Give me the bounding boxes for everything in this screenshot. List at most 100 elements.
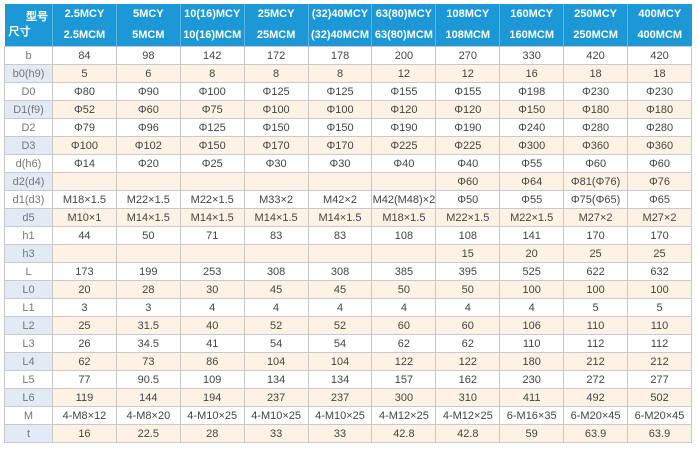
table-cell: [179, 172, 245, 191]
table-cell: 28: [179, 424, 245, 443]
table-cell: Φ150: [307, 118, 373, 137]
table-cell: 90.5: [115, 370, 181, 389]
table-cell: [52, 244, 117, 263]
table-cell: 237: [307, 388, 373, 407]
table-cell: 45: [243, 280, 309, 299]
table-cell: [243, 172, 309, 191]
table-cell: Φ40: [371, 154, 437, 173]
table-cell: 34.5: [115, 334, 181, 353]
table-cell: Φ100: [243, 100, 309, 119]
table-cell: Φ180: [627, 100, 692, 119]
table-cell: Φ55: [499, 190, 565, 209]
table-cell: 109: [179, 370, 245, 389]
table-cell: 83: [243, 226, 309, 245]
header-model-mcm: 5MCM: [115, 25, 181, 47]
table-cell: 62: [52, 352, 117, 371]
table-cell: 100: [627, 280, 692, 299]
table-cell: 4-M12×25: [371, 406, 437, 425]
table-row: d2(d4) Φ60 Φ64 Φ81(Φ76) Φ76: [4, 172, 692, 191]
table-cell: 52: [243, 316, 309, 335]
table-cell: Φ170: [307, 136, 373, 155]
table-cell: Φ180: [563, 100, 629, 119]
row-label: d1(d3): [4, 190, 53, 209]
table-cell: 4: [243, 298, 309, 317]
table-cell: 42.8: [435, 424, 501, 443]
table-cell: 200: [371, 46, 437, 65]
table-cell: 12: [371, 64, 437, 83]
row-label: L3: [4, 334, 53, 353]
row-label: d5: [4, 208, 53, 227]
table-row: D2 Φ79 Φ96 Φ125 Φ150 Φ150 Φ190 Φ190 Φ240 Φ280 Φ280: [4, 118, 692, 137]
table-cell: 6: [115, 64, 181, 83]
table-row: b0(h9) 5 6 8 8 8 12 12 16 18 18: [4, 64, 692, 83]
table-cell: 178: [307, 46, 373, 65]
row-label: L5: [4, 370, 53, 389]
header-model-mcm: 2.5MCM: [52, 25, 117, 47]
row-label: d2(d4): [4, 172, 53, 191]
row-label: L: [4, 262, 53, 281]
table-cell: Φ125: [243, 82, 309, 101]
header-model-mcm: 10(16)MCM: [179, 25, 245, 47]
table-cell: 4-M10×25: [307, 406, 373, 425]
table-cell: Φ240: [499, 118, 565, 137]
table-cell: 28: [115, 280, 181, 299]
table-cell: M27×2: [627, 208, 692, 227]
table-cell: 25: [563, 244, 629, 263]
row-label: b0(h9): [4, 64, 53, 83]
table-cell: [179, 244, 245, 263]
table-cell: 16: [52, 424, 117, 443]
table-cell: 52: [307, 316, 373, 335]
table-cell: [307, 244, 373, 263]
table-cell: 308: [307, 262, 373, 281]
table-cell: Φ190: [435, 118, 501, 137]
header-model-mcm: (32)40MCM: [307, 25, 372, 47]
row-label: L1: [4, 298, 53, 317]
table-cell: 50: [371, 280, 437, 299]
table-cell: 62: [435, 334, 501, 353]
corner-size-label: 尺寸: [8, 26, 31, 38]
table-cell: 112: [563, 334, 629, 353]
header-model-mcm: 63(80)MCM: [371, 25, 436, 47]
table-row: L 173 199 253 308 308 385 395 525 622 632: [4, 262, 692, 281]
table-cell: 110: [563, 316, 629, 335]
table-cell: Φ96: [115, 118, 181, 137]
table-cell: Φ52: [52, 100, 117, 119]
row-label: D3: [4, 136, 53, 155]
table-cell: Φ81(Φ76): [563, 172, 629, 191]
table-cell: Φ100: [52, 136, 117, 155]
table-cell: 54: [307, 334, 373, 353]
table-cell: 170: [627, 226, 692, 245]
table-cell: 395: [435, 262, 501, 281]
table-row: L5 77 90.5 109 134 134 157 162 230 272 277: [4, 370, 692, 389]
table-cell: 330: [499, 46, 565, 65]
row-label: L2: [4, 316, 53, 335]
table-cell: 119: [52, 388, 117, 407]
table-cell: 86: [179, 352, 245, 371]
table-cell: Φ300: [499, 136, 565, 155]
table-cell: 5: [627, 298, 692, 317]
row-label: D1(f9): [4, 100, 53, 119]
table-cell: 8: [307, 64, 373, 83]
table-row: b 84 98 142 172 178 200 270 330 420 420: [4, 46, 692, 65]
table-cell: 4: [307, 298, 373, 317]
table-cell: 411: [499, 388, 565, 407]
row-label: L4: [4, 352, 53, 371]
table-cell: 33: [243, 424, 309, 443]
table-body: b 84 98 142 172 178 200 270 330 420 420 b0(h9) 5 6 8 8 8…: [4, 46, 692, 443]
table-cell: Φ64: [499, 172, 565, 191]
table-cell: 77: [52, 370, 117, 389]
table-cell: Φ20: [115, 154, 181, 173]
table-cell: Φ155: [435, 82, 501, 101]
header-model-mcy: 160MCY: [499, 4, 564, 25]
table-cell: 63.9: [563, 424, 629, 443]
table-cell: 134: [243, 370, 309, 389]
table-cell: Φ120: [435, 100, 501, 119]
table-cell: 4: [371, 298, 437, 317]
table-cell: 42.8: [371, 424, 437, 443]
table-row: d1(d3) M18×1.5 M22×1.5 M22×1.5 M33×2 M42×2 M42…: [4, 190, 692, 209]
table-cell: Φ360: [627, 136, 692, 155]
table-cell: 492: [563, 388, 629, 407]
table-row: D0 Φ80 Φ90 Φ100 Φ125 Φ125 Φ155 Φ155 Φ198 Φ230 Φ230: [4, 82, 692, 101]
table-cell: 31.5: [115, 316, 181, 335]
table-cell: 12: [435, 64, 501, 83]
